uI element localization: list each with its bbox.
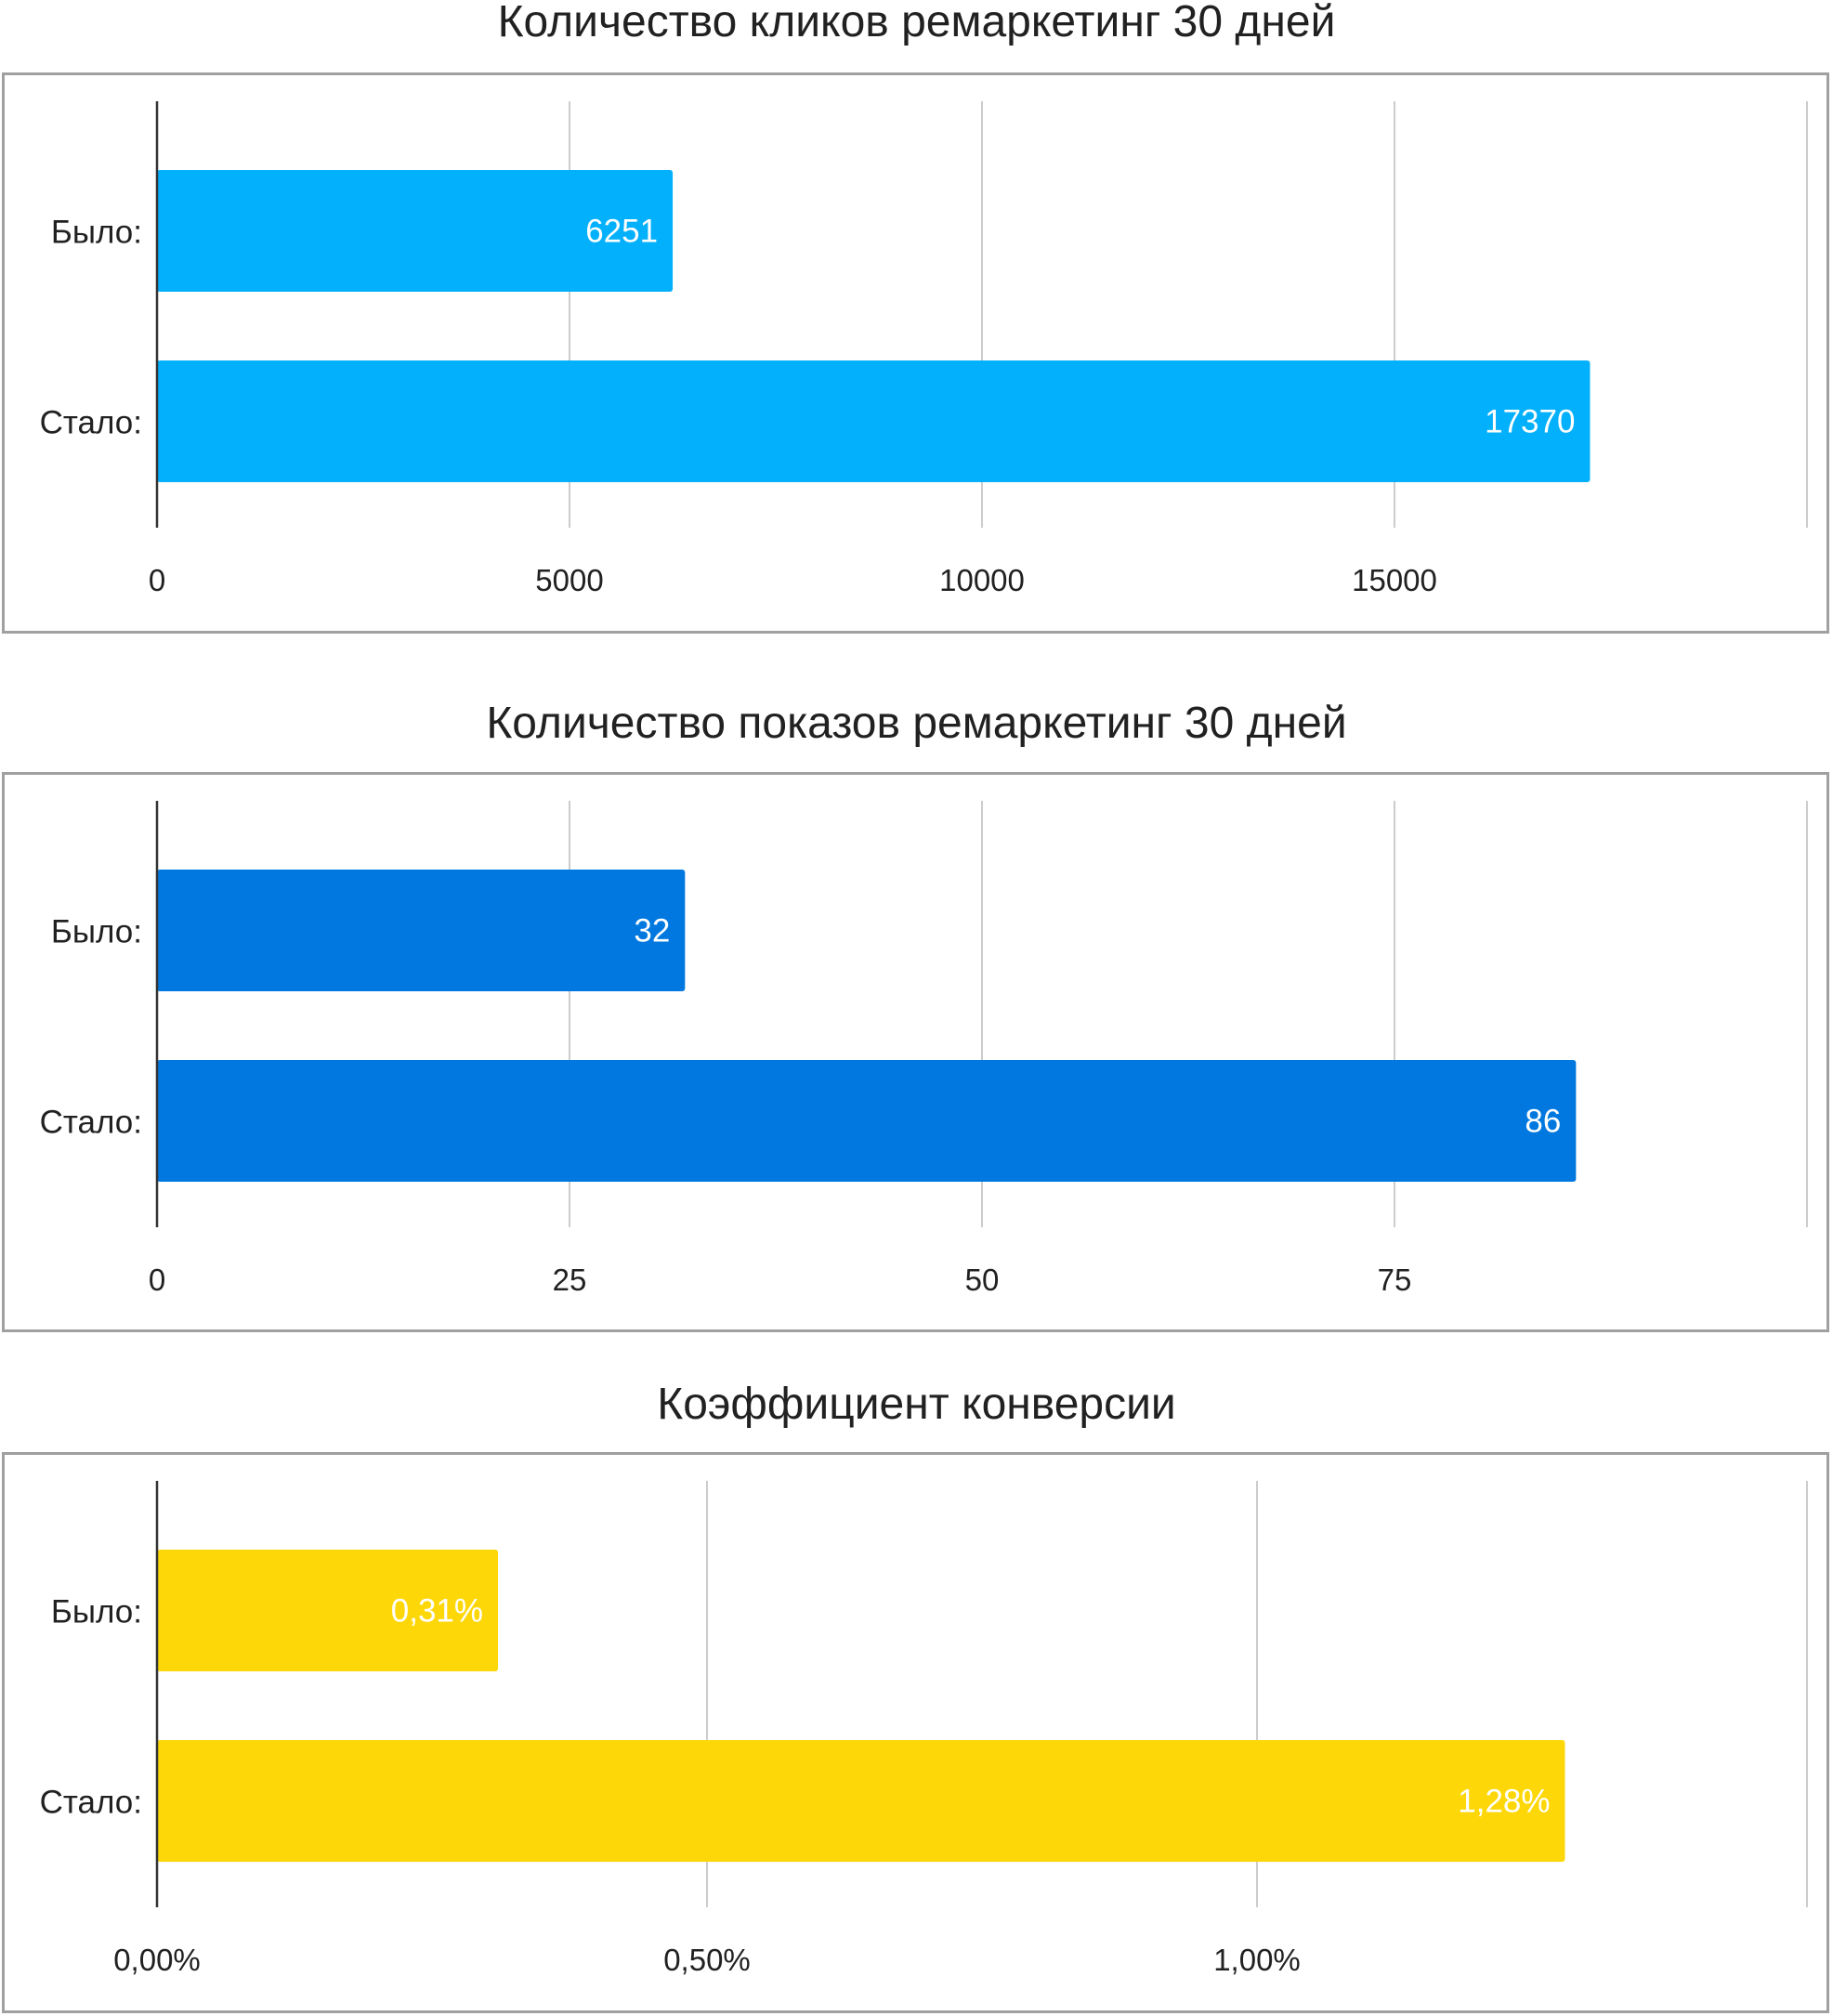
category-label: Было: <box>51 1594 142 1630</box>
chart-plot: 32 Было: 86 Стало: 0 25 50 75 <box>40 801 1808 1297</box>
x-tick-label: 0 <box>149 563 165 597</box>
category-label: Стало: <box>40 1785 142 1821</box>
bar <box>157 1550 499 1671</box>
chart-frame: 0,31% Было: 1,28% Стало: 0,00% 0,50% 1,00% <box>2 1452 1829 2013</box>
bar-value-label: 17370 <box>1485 404 1575 440</box>
category-label: Стало: <box>40 1105 142 1141</box>
x-tick-label: 0,50% <box>663 1943 751 1977</box>
bar-value-label: 1,28% <box>1458 1784 1550 1820</box>
chart-frame: 6251 Было: 17370 Стало: 0 5000 10000 15000 <box>2 72 1829 634</box>
x-tick-label: 1,00% <box>1213 1943 1301 1977</box>
x-tick-label: 0,00% <box>113 1943 201 1977</box>
bar-value-label: 32 <box>634 913 670 949</box>
chart-plot: 6251 Было: 17370 Стало: 0 5000 10000 15000 <box>40 101 1808 597</box>
bar-value-label: 86 <box>1525 1104 1561 1140</box>
x-tick-label: 0 <box>149 1263 165 1297</box>
bar <box>157 870 686 991</box>
chart-title: Количество кликов ремаркетинг 30 дней <box>497 0 1336 46</box>
category-label: Было: <box>51 914 142 950</box>
chart-title: Количество показов ремаркетинг 30 дней <box>486 699 1347 748</box>
bar <box>157 1740 1565 1862</box>
chart-title: Коэффициент конверсии <box>657 1380 1176 1429</box>
bar <box>157 1060 1577 1182</box>
x-tick-label: 10000 <box>939 563 1025 597</box>
x-tick-label: 5000 <box>535 563 603 597</box>
bar-value-label: 6251 <box>585 214 658 250</box>
chart-frame: 32 Было: 86 Стало: 0 25 50 75 <box>2 772 1829 1332</box>
x-tick-label: 50 <box>965 1263 1000 1297</box>
bar <box>157 170 674 292</box>
x-tick-label: 15000 <box>1352 563 1437 597</box>
category-label: Было: <box>51 215 142 251</box>
bar <box>157 360 1591 482</box>
x-tick-label: 75 <box>1378 1263 1412 1297</box>
x-tick-label: 25 <box>553 1263 587 1297</box>
chart-plot: 0,31% Было: 1,28% Стало: 0,00% 0,50% 1,00% <box>40 1481 1808 1977</box>
bar-value-label: 0,31% <box>391 1593 483 1630</box>
category-label: Стало: <box>40 405 142 441</box>
